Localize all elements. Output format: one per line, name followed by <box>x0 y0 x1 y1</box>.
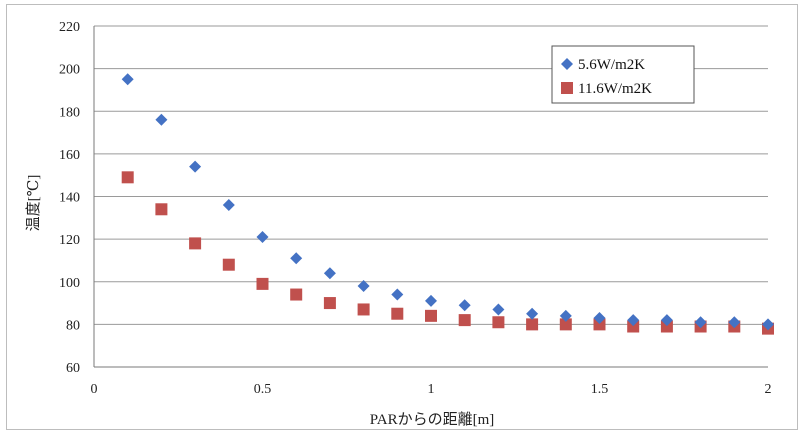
x-tick-labels: 0 0.5 1 1.5 2 <box>91 382 772 397</box>
data-point <box>458 299 471 312</box>
data-point <box>762 318 774 331</box>
data-point <box>492 316 505 329</box>
legend-item: 11.6W/m2K <box>561 81 652 97</box>
data-point <box>323 297 336 310</box>
legend-marker <box>561 82 573 94</box>
data-point <box>290 252 303 265</box>
y-tick-label: 80 <box>66 318 80 333</box>
data-point <box>391 288 404 301</box>
y-tick-label: 120 <box>59 233 80 248</box>
data-point <box>627 314 640 327</box>
y-tick-labels: 60 80 100 120 140 160 180 200 220 <box>59 20 80 376</box>
data-point <box>660 314 673 327</box>
data-point <box>425 309 437 322</box>
legend-marker <box>561 58 573 70</box>
data-point <box>559 309 572 322</box>
data-point <box>155 113 168 126</box>
data-point <box>526 307 539 320</box>
x-tick-label: 1.5 <box>591 382 609 397</box>
legend-label: 11.6W/m2K <box>578 81 652 97</box>
series-1 <box>121 73 774 331</box>
data-point <box>189 160 202 173</box>
data-point <box>357 280 370 293</box>
data-point <box>121 171 134 184</box>
y-tick-label: 180 <box>59 105 80 120</box>
data-point <box>256 277 269 290</box>
data-point <box>425 294 437 307</box>
y-tick-label: 100 <box>59 276 80 291</box>
data-point <box>593 311 606 324</box>
y-tick-label: 200 <box>59 63 80 78</box>
legend: 5.6W/m2K 11.6W/m2K <box>551 45 695 104</box>
data-point <box>694 316 707 329</box>
x-tick-label: 1 <box>428 382 435 397</box>
x-tick-label: 0.5 <box>254 382 272 397</box>
x-axis-label: PARからの距離[m] <box>370 410 494 428</box>
data-point <box>627 320 640 333</box>
data-point <box>391 307 404 320</box>
data-point <box>728 316 741 329</box>
y-tick-label: 220 <box>59 20 80 35</box>
data-point <box>492 303 505 316</box>
x-tick-label: 2 <box>765 382 772 397</box>
data-point <box>155 203 168 216</box>
axes <box>93 26 768 368</box>
data-point <box>593 318 606 331</box>
y-tick-label: 140 <box>59 191 80 206</box>
data-points <box>121 73 774 335</box>
legend-box <box>551 45 695 104</box>
data-point <box>189 237 202 250</box>
x-tick-label: 0 <box>91 382 98 397</box>
legend-item: 5.6W/m2K <box>561 57 645 73</box>
y-tick-label: 160 <box>59 148 80 163</box>
data-point <box>222 199 235 212</box>
data-point <box>458 314 471 327</box>
data-point <box>256 230 269 243</box>
data-point <box>290 288 303 301</box>
data-point <box>559 318 572 331</box>
data-point <box>121 73 134 86</box>
data-point <box>222 258 235 271</box>
y-axis-label: 温度[℃] <box>25 175 42 232</box>
data-point <box>660 320 673 333</box>
data-point <box>526 318 539 331</box>
y-tick-label: 60 <box>66 361 80 376</box>
legend-label: 5.6W/m2K <box>578 57 645 73</box>
series-2 <box>121 171 774 335</box>
data-point <box>357 303 370 316</box>
data-point <box>323 267 336 280</box>
